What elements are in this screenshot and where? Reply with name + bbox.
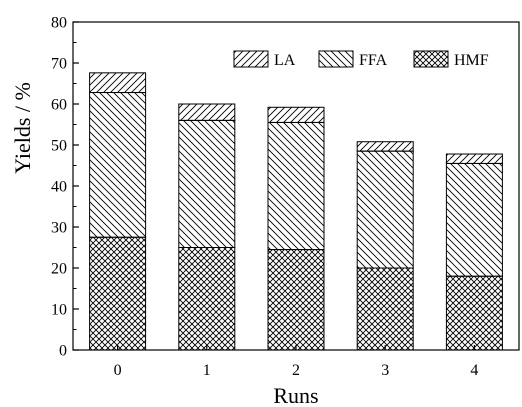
legend: LA FFA HMF [233,50,489,69]
bar-la-run-2 [267,106,325,123]
bar-la-run-1 [178,103,236,121]
y-tick-label: 70 [51,56,67,73]
y-tick-label: 60 [51,97,67,114]
y-tick-label: 40 [51,179,67,196]
y-axis-title: Yields / % [10,82,35,174]
bar-hmf-run-3 [356,267,414,351]
x-tick-label: 3 [381,362,389,379]
bar-ffa-run-1 [178,119,236,248]
bar-la-run-3 [356,141,414,152]
x-tick-label: 4 [470,362,478,379]
bar-ffa-run-4 [445,162,503,277]
bars-group [89,72,503,351]
bar-la-run-4 [445,153,503,164]
y-tick-label: 80 [51,15,67,32]
axes-group: 0 10 20 30 40 50 60 70 80 0 1 2 3 4 [51,15,520,379]
bar-hmf-run-2 [267,249,325,351]
legend-swatch-hmf [413,50,449,68]
bar-hmf-run-4 [445,275,503,351]
x-tick-label: 2 [292,362,300,379]
bar-hmf-run-1 [178,247,236,351]
y-tick-label: 30 [51,220,67,237]
x-axis-title: Runs [273,383,318,407]
bar-ffa-run-0 [89,92,147,238]
legend-swatch-la [233,50,269,68]
bar-hmf-run-0 [89,236,147,351]
legend-label-hmf: HMF [454,52,489,69]
x-tick-label: 1 [203,362,211,379]
legend-label-la: LA [274,52,296,69]
legend-swatch-ffa [318,50,354,68]
bar-ffa-run-2 [267,121,325,251]
y-tick-label: 10 [51,302,67,319]
bar-la-run-0 [89,72,147,94]
legend-label-ffa: FFA [359,52,388,69]
bar-ffa-run-3 [356,150,414,269]
y-tick-label: 50 [51,138,67,155]
y-tick-label: 20 [51,261,67,278]
x-tick-label: 0 [114,362,122,379]
y-tick-label: 0 [59,343,67,360]
